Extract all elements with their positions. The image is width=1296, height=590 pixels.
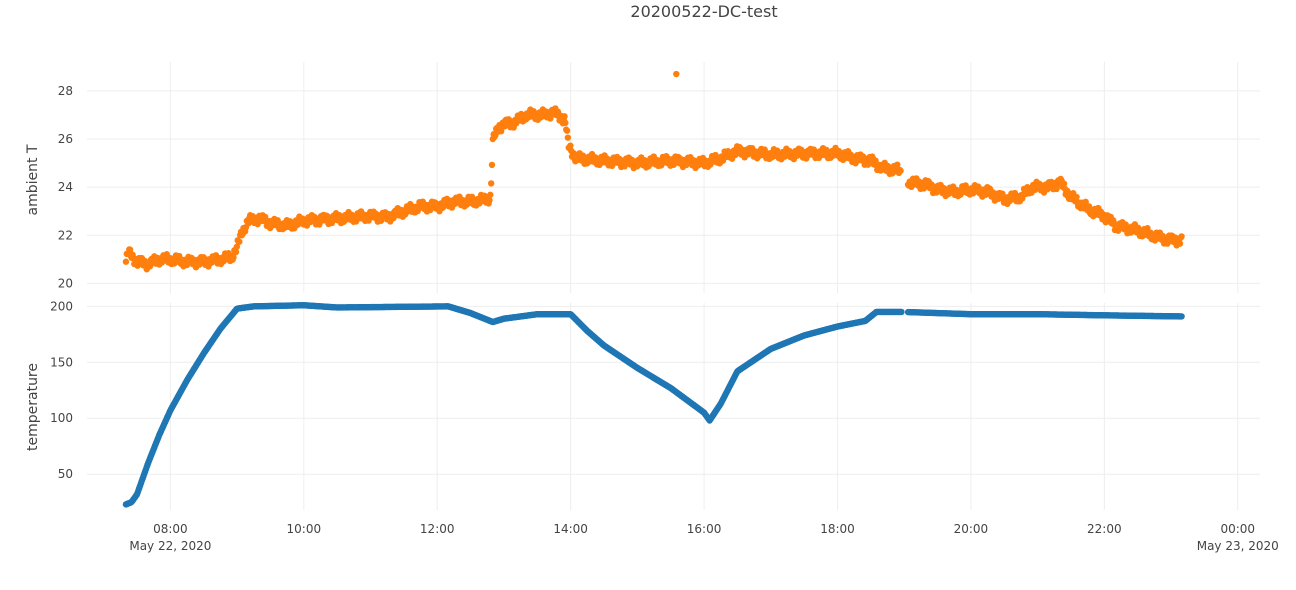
- data-point[interactable]: [486, 196, 493, 204]
- data-point[interactable]: [563, 127, 571, 134]
- data-point[interactable]: [230, 254, 237, 261]
- x-tick-label: 10:00: [287, 522, 322, 536]
- data-point[interactable]: [564, 134, 572, 141]
- y-tick-label: 50: [58, 467, 73, 481]
- y-tick-label: 150: [50, 355, 73, 369]
- temperature-subplot: temperature 50 100 150 200: [25, 299, 1185, 508]
- x-tick-label: 14:00: [553, 522, 588, 536]
- data-point[interactable]: [487, 191, 494, 198]
- data-point[interactable]: [233, 243, 241, 250]
- x-tick-label: 20:00: [954, 522, 989, 536]
- data-point[interactable]: [561, 113, 568, 120]
- data-point[interactable]: [897, 167, 904, 174]
- x-tick-label: 08:00: [153, 522, 188, 536]
- data-point[interactable]: [236, 238, 243, 245]
- chart-title: 20200522-DC-test: [630, 2, 777, 21]
- ambient-t-subplot: ambient T 20 22 24 26 28: [25, 70, 1185, 291]
- y-tick-label: 24: [58, 180, 73, 194]
- x-tick-date-label: May 23, 2020: [1197, 539, 1279, 553]
- data-point[interactable]: [1060, 180, 1068, 187]
- ambient-t-y-ticks: 20 22 24 26 28: [58, 84, 73, 291]
- data-point[interactable]: [1178, 313, 1185, 320]
- y-tick-label: 200: [50, 299, 73, 313]
- grid-layer: [87, 62, 1260, 510]
- data-point[interactable]: [1176, 240, 1184, 247]
- y-tick-label: 26: [58, 132, 73, 146]
- data-point[interactable]: [567, 142, 574, 149]
- y-tick-label: 22: [58, 228, 73, 242]
- data-point[interactable]: [898, 308, 905, 316]
- data-point[interactable]: [894, 161, 901, 168]
- y-tick-label: 100: [50, 411, 73, 425]
- data-point[interactable]: [232, 248, 240, 256]
- x-tick-label: 16:00: [687, 522, 722, 536]
- data-point[interactable]: [1178, 233, 1185, 240]
- ambient-t-series[interactable]: [122, 70, 1185, 273]
- data-point[interactable]: [488, 161, 496, 169]
- data-point[interactable]: [1073, 193, 1080, 201]
- x-axis-ticks: 08:00 May 22, 2020 10:00 12:00 14:00 16:00 18:…: [129, 522, 1278, 553]
- data-point[interactable]: [1053, 185, 1060, 193]
- data-point[interactable]: [487, 180, 495, 187]
- ambient-t-axis-title: ambient T: [25, 144, 41, 215]
- x-tick-label: 12:00: [420, 522, 455, 536]
- x-tick-label: 18:00: [820, 522, 855, 536]
- data-point[interactable]: [562, 119, 569, 127]
- outlier-point[interactable]: [673, 70, 680, 78]
- y-tick-label: 28: [58, 84, 73, 98]
- x-tick-date-label: May 22, 2020: [129, 539, 211, 553]
- x-tick-label: 22:00: [1087, 522, 1122, 536]
- temperature-axis-title: temperature: [25, 363, 41, 451]
- temperature-series[interactable]: [122, 302, 1185, 508]
- x-tick-label: 00:00: [1220, 522, 1255, 536]
- data-point[interactable]: [122, 258, 130, 265]
- y-tick-label: 20: [58, 276, 73, 290]
- temperature-y-ticks: 50 100 150 200: [50, 299, 73, 481]
- data-point[interactable]: [126, 246, 134, 253]
